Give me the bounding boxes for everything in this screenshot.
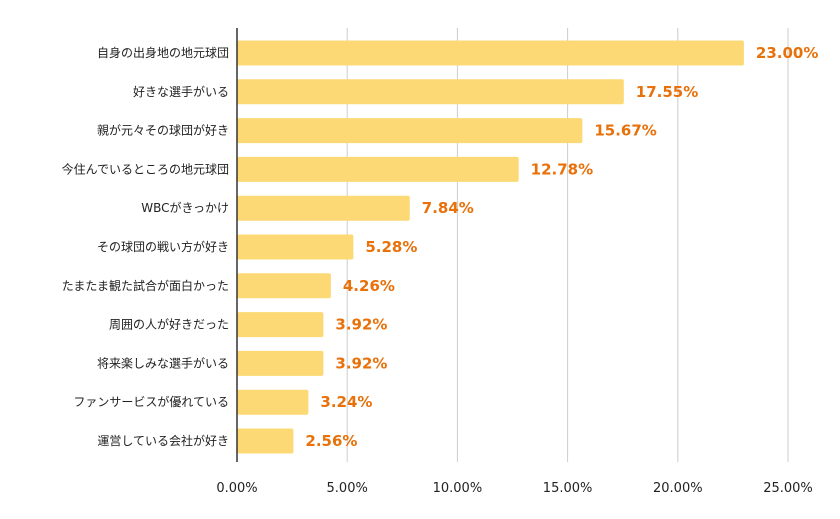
- bar: [237, 389, 309, 415]
- data-label: 15.67%: [594, 122, 656, 140]
- bar: [237, 79, 624, 105]
- category-label: 親が元々その球団が好き: [97, 123, 229, 138]
- x-tick-label: 5.00%: [327, 481, 368, 496]
- x-tick-label: 0.00%: [216, 481, 257, 496]
- x-tick-label: 20.00%: [653, 481, 703, 496]
- category-label: 将来楽しみな選手がいる: [97, 355, 229, 370]
- category-label: その球団の戦い方が好き: [97, 239, 229, 254]
- bar: [237, 118, 583, 144]
- bar: [237, 40, 744, 66]
- data-label: 12.78%: [531, 160, 593, 178]
- category-label: 運営している会社が好き: [97, 433, 229, 448]
- category-label: ファンサービスが優れている: [73, 394, 229, 409]
- bars: [237, 40, 744, 454]
- bar: [237, 350, 324, 376]
- category-labels: 自身の出身地の地元球団好きな選手がいる親が元々その球団が好き今住んでいるところの…: [62, 45, 229, 448]
- data-label: 5.28%: [365, 238, 417, 256]
- category-label: WBCがきっかけ: [141, 200, 229, 215]
- bar: [237, 195, 410, 221]
- data-label: 3.24%: [320, 393, 372, 411]
- data-label: 2.56%: [305, 432, 357, 450]
- bar: [237, 312, 324, 338]
- category-label: 自身の出身地の地元球団: [97, 45, 229, 60]
- data-label: 7.84%: [422, 199, 474, 217]
- bar: [237, 156, 519, 182]
- category-label: 今住んでいるところの地元球団: [62, 161, 229, 176]
- x-tick-labels: 0.00% 5.00% 10.00% 15.00% 20.00% 25.00%: [216, 481, 812, 496]
- data-label: 17.55%: [636, 83, 698, 101]
- x-tick-label: 10.00%: [433, 481, 483, 496]
- data-label: 3.92%: [335, 316, 387, 334]
- bar: [237, 273, 331, 299]
- category-label: たまたま観た試合が面白かった: [62, 278, 229, 293]
- data-label: 4.26%: [343, 277, 395, 295]
- x-tick-label: 25.00%: [763, 481, 813, 496]
- bar: [237, 428, 294, 454]
- bar: [237, 234, 354, 260]
- data-label: 3.92%: [335, 354, 387, 372]
- data-labels: 23.00% 17.55% 15.67% 12.78% 7.84% 5.28% 4.26% 3…: [305, 44, 818, 450]
- category-label: 周囲の人が好きだった: [109, 317, 229, 332]
- category-label: 好きな選手がいる: [133, 84, 229, 99]
- x-tick-label: 15.00%: [543, 481, 593, 496]
- data-label: 23.00%: [756, 44, 818, 62]
